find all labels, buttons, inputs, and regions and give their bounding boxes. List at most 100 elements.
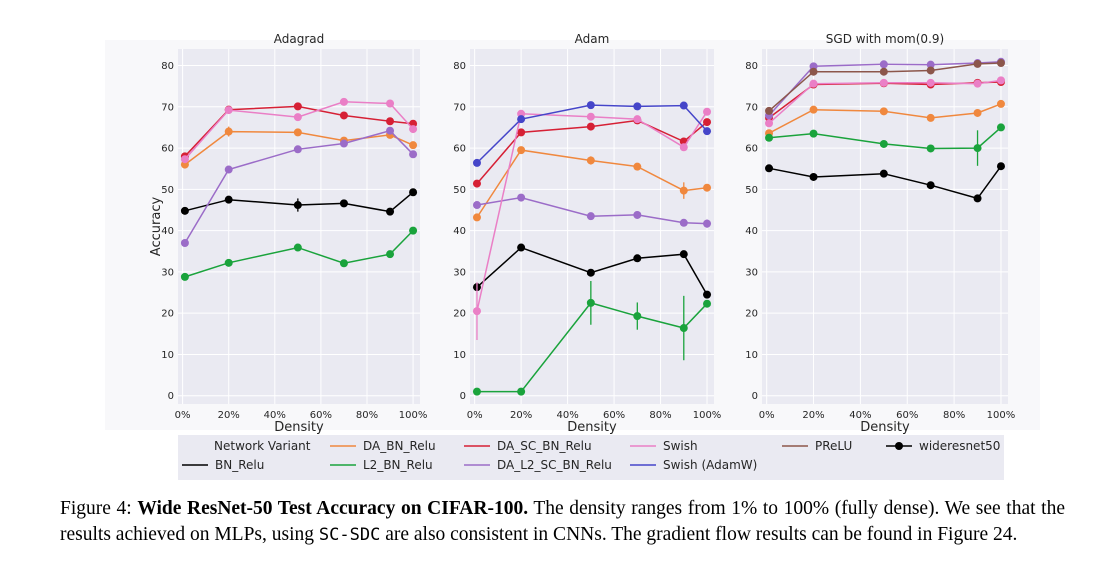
series-l2-bn-relu [765, 123, 1005, 166]
data-point [926, 66, 935, 75]
y-tick-label: 60 [745, 144, 758, 155]
legend: Network Variant BN_Relu DA_BN_Relu L2_BN_R… [178, 435, 1004, 480]
data-point [996, 99, 1005, 108]
x-tick-label: 100% [399, 410, 428, 421]
data-point [409, 141, 418, 150]
panel-title: Adagrad [274, 32, 325, 46]
data-point [765, 106, 774, 115]
data-point [926, 144, 935, 153]
legend-label: DA_SC_BN_Relu [497, 439, 592, 453]
series-swish [472, 107, 712, 341]
panel-sgd: 0 10 20 30 40 50 60 70 80 0% 20% 40% 60% 80% 100% SGD w… [745, 32, 1015, 435]
panel-adagrad: 0 10 20 30 40 50 60 70 80 0% 20% 40% 60% 80% 100% Adagr… [149, 32, 427, 435]
data-point [679, 101, 688, 110]
data-point [996, 76, 1005, 85]
series-line [768, 103, 1002, 134]
data-point [517, 128, 526, 137]
data-point [339, 139, 348, 148]
data-point [517, 193, 526, 202]
data-point [586, 112, 595, 121]
series-da-sc-bn-relu [472, 116, 712, 188]
legend-entry-swish: Swish [630, 439, 698, 453]
y-tick-label: 40 [453, 226, 466, 237]
data-point [879, 78, 888, 87]
x-tick-label: 0% [467, 410, 483, 421]
data-point [765, 119, 774, 128]
series-swish-adamw [472, 101, 712, 167]
data-point [633, 115, 642, 124]
data-point [180, 272, 189, 281]
data-point [633, 162, 642, 171]
data-point [409, 226, 418, 235]
y-tick-label: 40 [161, 226, 174, 237]
data-point [703, 127, 712, 136]
data-point [703, 290, 712, 299]
series-line [476, 119, 708, 185]
y-tick-label: 80 [453, 61, 466, 72]
series-line [184, 129, 414, 244]
series-l2-bn-relu [180, 226, 418, 281]
series-da-l2-sc-bn-relu [180, 126, 418, 248]
data-point [180, 155, 189, 164]
data-point [586, 101, 595, 110]
y-tick-label: 70 [745, 102, 758, 113]
data-point [409, 188, 418, 197]
y-tick-label: 40 [745, 226, 758, 237]
data-point [633, 312, 642, 321]
data-point [703, 299, 712, 308]
data-point [973, 79, 982, 88]
series-line [476, 104, 708, 164]
legend-entry-da-l2-sc-bn-relu: DA_L2_SC_BN_Relu [464, 458, 612, 472]
legend-label: DA_BN_Relu [363, 439, 436, 453]
data-point [472, 201, 481, 210]
data-point [809, 129, 818, 138]
caption-mono: SC-SDC [318, 525, 381, 545]
x-tick-label: 80% [943, 410, 965, 421]
data-point [879, 67, 888, 76]
caption-text-1: The density ranges from 1% to 100% (full… [60, 498, 1065, 545]
data-point [517, 146, 526, 155]
x-tick-label: 40% [264, 410, 286, 421]
y-tick-label: 0 [752, 391, 758, 402]
panel-title: Adam [575, 32, 610, 46]
x-tick-label: 100% [987, 410, 1016, 421]
series-bn-relu [765, 162, 1005, 203]
x-tick-label: 40% [556, 410, 578, 421]
data-point [586, 122, 595, 131]
data-point [472, 307, 481, 316]
data-point [765, 164, 774, 173]
series-bn-relu [180, 188, 418, 216]
y-tick-label: 70 [453, 102, 466, 113]
y-tick-label: 20 [453, 309, 466, 320]
series-line [184, 191, 414, 213]
data-point [679, 186, 688, 195]
x-tick-label: 60% [603, 410, 625, 421]
data-point [973, 194, 982, 203]
legend-label: Swish [663, 439, 698, 453]
y-tick-label: 30 [745, 267, 758, 278]
data-point [703, 183, 712, 192]
data-point [809, 172, 818, 181]
x-tick-label: 20% [802, 410, 824, 421]
legend-title: Network Variant [214, 439, 311, 453]
plot-area [178, 49, 420, 404]
series-line [477, 302, 708, 393]
data-point [973, 108, 982, 117]
data-point [293, 102, 302, 111]
figure-caption: Figure 4: Wide ResNet-50 Test Accuracy o… [60, 496, 1065, 548]
y-tick-label: 30 [161, 267, 174, 278]
data-point [679, 324, 688, 333]
y-tick-label: 0 [460, 391, 466, 402]
data-point [339, 111, 348, 120]
data-point [180, 206, 189, 215]
data-point [679, 250, 688, 259]
data-point [386, 250, 395, 259]
data-point [879, 60, 888, 69]
data-point [586, 268, 595, 277]
x-tick-label: 20% [510, 410, 532, 421]
data-point [472, 387, 481, 396]
data-point [679, 218, 688, 227]
x-tick-label: 80% [356, 410, 378, 421]
x-tick-label: 40% [849, 410, 871, 421]
y-tick-label: 50 [745, 185, 758, 196]
